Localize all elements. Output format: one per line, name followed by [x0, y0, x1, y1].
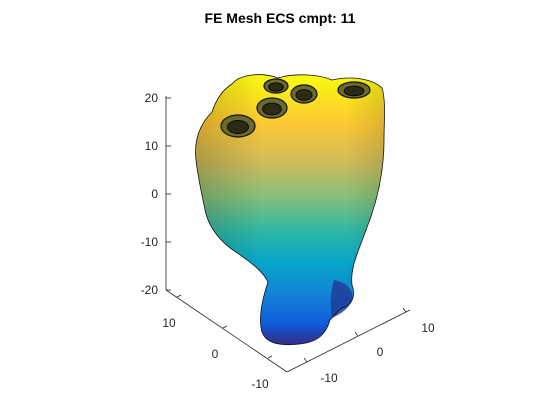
z-tick-label: -20 [141, 283, 159, 297]
z-tick-label: -10 [141, 235, 159, 249]
chart-title: FE Mesh ECS cmpt: 11 [205, 10, 356, 26]
y-axis-ticks: -10 0 10 [303, 307, 435, 385]
z-tick-label: 20 [145, 91, 159, 105]
x-tick-label: 10 [162, 316, 176, 330]
x-axis-line [165, 289, 288, 373]
x-tick-mark [176, 294, 182, 298]
x-axis-ticks: 10 0 -10 [162, 294, 273, 391]
mesh-hole-inner [295, 89, 313, 101]
y-tick-mark [303, 357, 308, 363]
y-tick-label: 10 [421, 321, 435, 335]
mesh-hole-inner [268, 82, 284, 92]
x-tick-label: 0 [212, 347, 219, 361]
z-tick-label: 0 [151, 187, 158, 201]
mesh-shading [195, 74, 385, 345]
fe-mesh-surface [195, 74, 385, 346]
z-tick-label: 10 [145, 139, 159, 153]
mesh-hole-inner [262, 102, 282, 116]
x-tick-mark [222, 325, 228, 329]
y-tick-label: 0 [377, 345, 384, 359]
axes-lines [165, 96, 411, 373]
z-axis-ticks: 20 10 0 -10 -20 [141, 91, 171, 297]
x-tick-label: -10 [251, 377, 269, 391]
y-tick-mark [402, 307, 407, 313]
y-tick-mark [354, 331, 359, 337]
x-tick-mark [267, 355, 273, 359]
y-tick-label: -10 [320, 371, 338, 385]
mesh-back-leg [330, 280, 353, 318]
mesh-hole-inner [227, 120, 249, 135]
mesh-hole-inner [343, 85, 365, 97]
y-axis-line [286, 309, 411, 373]
mesh-outline [195, 74, 385, 346]
